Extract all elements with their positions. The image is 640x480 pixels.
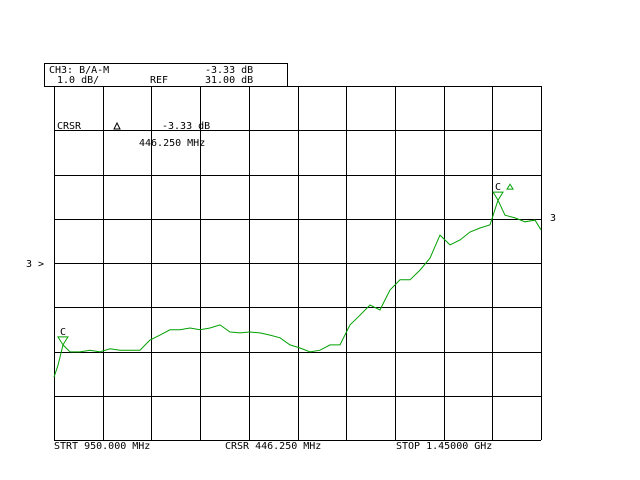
cursor-value: -3.33 dB (162, 121, 210, 132)
ref-marker: 3 > (26, 259, 44, 270)
ref-label: REF (150, 75, 168, 86)
marker-label: C (495, 182, 501, 193)
trace (53, 198, 542, 378)
channel: CH3: B/A-M (49, 65, 109, 76)
marker-label: C (60, 327, 66, 338)
marker (492, 191, 504, 202)
start-frequency: STRT 950.000 MHz (54, 441, 150, 452)
cursor-footer: CRSR 446.250 MHz (225, 441, 321, 452)
header-value: -3.33 dB (205, 65, 253, 76)
stop-frequency: STOP 1.45000 GHz (396, 441, 492, 452)
cursor-frequency: 446.250 MHz (139, 138, 205, 149)
trace-label: 3 (550, 213, 556, 224)
cursor-label: CRSR (57, 121, 82, 132)
marker (57, 336, 69, 346)
delta-icon (113, 121, 121, 130)
ref-value: 31.00 dB (205, 75, 253, 86)
delta-icon (506, 183, 514, 190)
scale: 1.0 dB/ (57, 75, 99, 86)
